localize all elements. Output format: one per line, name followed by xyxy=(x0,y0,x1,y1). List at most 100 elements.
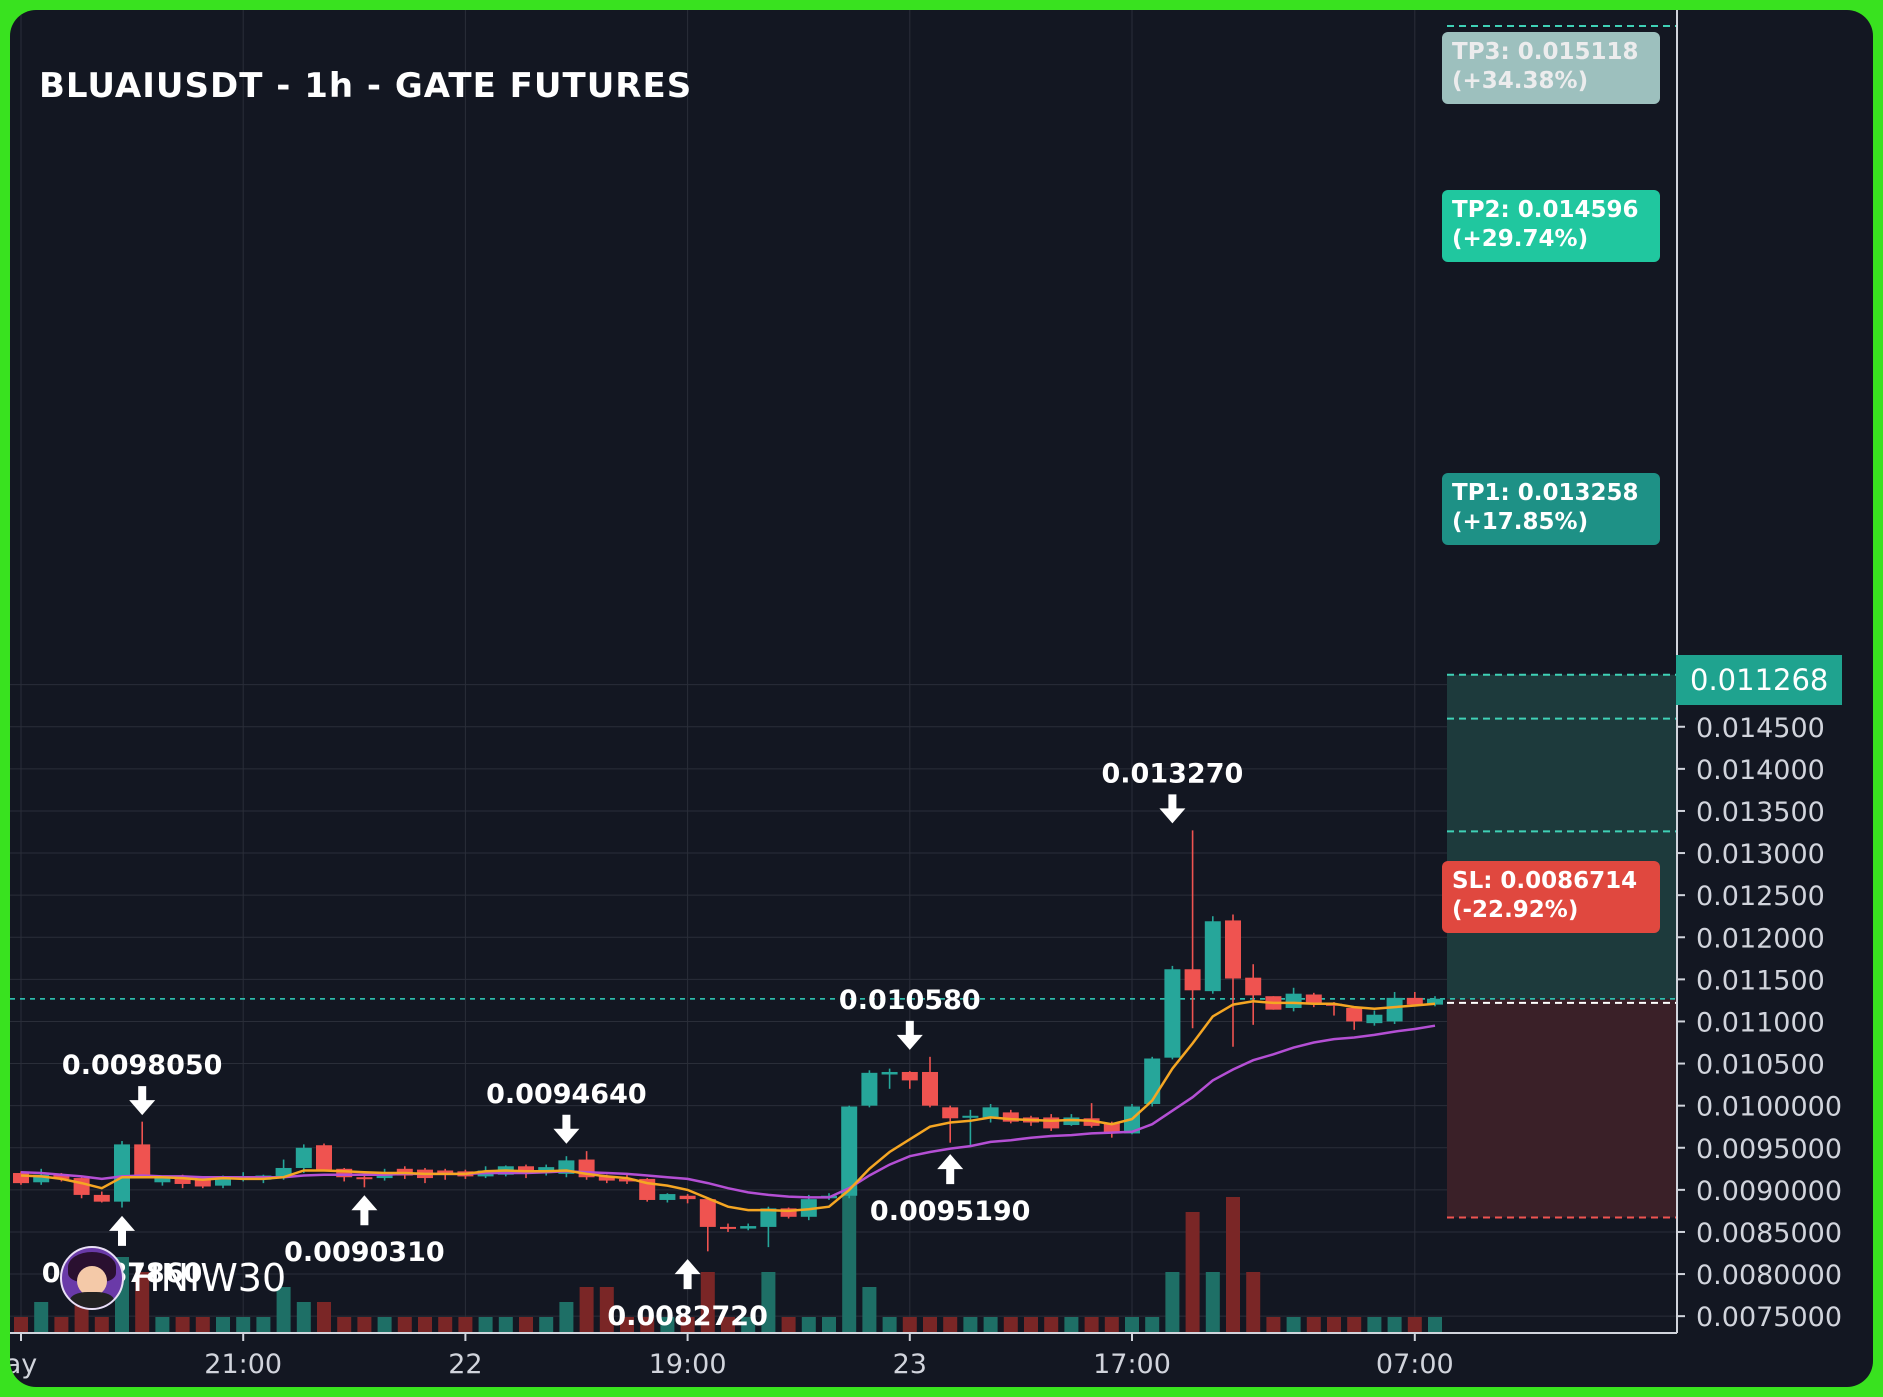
arrow-up-icon xyxy=(109,1215,135,1246)
annotation-label: 0.0082720 xyxy=(607,1301,768,1332)
candle-body xyxy=(1386,997,1403,1022)
volume-bar xyxy=(94,1317,109,1332)
annotation-label: 0.010580 xyxy=(839,985,981,1016)
candle-body xyxy=(962,1115,979,1118)
price-annotation: 0.0090310 xyxy=(284,1195,445,1268)
volume-bar xyxy=(1165,1272,1180,1332)
candle xyxy=(1245,964,1262,1025)
volume-bar xyxy=(296,1302,311,1332)
volume-bar xyxy=(1306,1317,1321,1332)
candle-body xyxy=(275,1167,292,1177)
candle-body xyxy=(841,1106,858,1196)
time-tick-label: ay xyxy=(10,1349,37,1380)
brand-name: HNIW30 xyxy=(132,1256,287,1300)
volume-bar xyxy=(1367,1317,1382,1332)
volume-bar xyxy=(498,1317,513,1332)
candle xyxy=(760,1206,777,1248)
volume-bar xyxy=(579,1287,594,1332)
price-annotation: 0.0095190 xyxy=(870,1154,1031,1227)
volume-bar xyxy=(317,1302,331,1332)
candle xyxy=(1164,965,1181,1060)
tp3-price: TP3: 0.015118 xyxy=(1452,39,1639,65)
candle-body xyxy=(295,1147,312,1168)
arrow-down-icon xyxy=(553,1114,580,1144)
candle-body xyxy=(336,1168,353,1178)
candle-body xyxy=(760,1208,777,1227)
volume-bar xyxy=(135,1272,150,1332)
candle xyxy=(417,1167,433,1184)
volume-bar xyxy=(195,1317,210,1332)
candle-body xyxy=(1366,1014,1383,1024)
candle xyxy=(982,1103,999,1123)
price-tick-label: 0.010500 xyxy=(1696,1050,1825,1081)
volume-bar xyxy=(680,1317,695,1332)
candle-body xyxy=(518,1166,534,1174)
candle-body xyxy=(194,1179,211,1187)
time-tick-label: 23 xyxy=(893,1349,927,1380)
volume-bar xyxy=(943,1317,958,1332)
price-tick-label: 0.011000 xyxy=(1696,1007,1825,1038)
candle xyxy=(1285,987,1302,1012)
price-annotation: 0.0098050 xyxy=(62,1050,222,1116)
candle xyxy=(316,1143,332,1172)
volume-bar xyxy=(1347,1317,1362,1332)
volume-bar xyxy=(34,1302,49,1332)
candle-body xyxy=(619,1178,635,1182)
candle-body xyxy=(1346,1007,1363,1022)
candle-body xyxy=(1225,920,1241,979)
candle xyxy=(558,1156,575,1178)
sl-label: SL: 0.0086714 (-22.92%) xyxy=(1442,861,1660,933)
candle xyxy=(1204,916,1221,994)
arrow-up-icon xyxy=(674,1259,701,1290)
volume-bar xyxy=(418,1317,432,1332)
candle xyxy=(1184,830,1201,1029)
price-tick-label: 0.014000 xyxy=(1696,755,1825,786)
volume-bar xyxy=(256,1317,271,1332)
chart-frame: 0.00980500.00878600.00903100.00946400.00… xyxy=(10,10,1873,1387)
volume-bar xyxy=(923,1317,937,1332)
candle-body xyxy=(861,1072,878,1106)
volume-bar xyxy=(1003,1317,1018,1332)
candle-body xyxy=(437,1170,454,1174)
candle xyxy=(1083,1103,1100,1128)
time-tick-label: 17:00 xyxy=(1093,1349,1171,1380)
candle-body xyxy=(1144,1058,1161,1104)
volume-bar xyxy=(1428,1317,1442,1332)
candle xyxy=(1043,1114,1060,1131)
volume-bar xyxy=(801,1317,816,1332)
volume-bar xyxy=(74,1302,89,1332)
annotation-label: 0.0095190 xyxy=(870,1196,1031,1227)
volume-bar xyxy=(458,1317,473,1332)
sl-price: SL: 0.0086714 xyxy=(1452,868,1638,894)
price-tick-label: 0.013500 xyxy=(1696,797,1825,828)
ema-slow-line xyxy=(20,1024,1436,1199)
volume-bar xyxy=(620,1317,634,1332)
candle-body xyxy=(93,1194,110,1202)
take-profit-zone xyxy=(1447,674,1677,999)
candle-body xyxy=(376,1173,393,1179)
volume-bar xyxy=(276,1287,291,1332)
price-tick-label: 0.0075000 xyxy=(1696,1302,1842,1333)
candle-body xyxy=(13,1173,29,1184)
candle-body xyxy=(659,1194,676,1200)
candle-body xyxy=(1043,1117,1060,1129)
candle-body xyxy=(1305,994,1322,1004)
candle-body xyxy=(679,1195,696,1200)
candle-body xyxy=(1103,1123,1120,1134)
tp2-label: TP2: 0.014596 (+29.74%) xyxy=(1442,190,1660,262)
volume-bar xyxy=(1266,1317,1281,1332)
volume-bar xyxy=(337,1317,352,1332)
volume-bar xyxy=(1084,1317,1099,1332)
arrow-up-icon xyxy=(351,1195,378,1226)
tp2-percent: (+29.74%) xyxy=(1452,226,1589,252)
volume-bar xyxy=(862,1287,877,1332)
candle-body xyxy=(134,1144,151,1177)
volume-bar xyxy=(660,1317,675,1332)
candles xyxy=(13,830,1443,1252)
candle-body xyxy=(740,1226,757,1229)
volume-bar xyxy=(902,1317,917,1332)
brand-watermark: HNIW30 xyxy=(60,1246,286,1310)
candle xyxy=(841,1105,858,1199)
candlestick-chart[interactable]: 0.00980500.00878600.00903100.00946400.00… xyxy=(10,10,1873,1387)
candle-body xyxy=(942,1107,959,1119)
